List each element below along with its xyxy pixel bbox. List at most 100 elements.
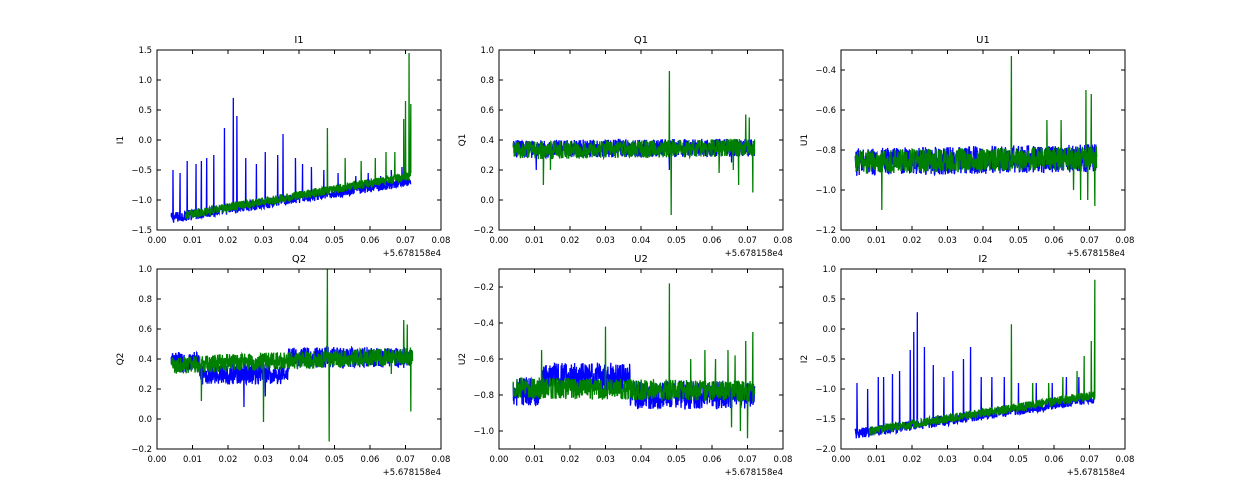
series-line-I2-1 [854,312,1096,439]
y-tick-label: 0.5 [138,106,152,116]
subplot-U2: 0.00 0.01 0.02 0.03 0.04 0.05 0.06 0.07 0.08 −1.0… [458,254,792,478]
y-tick-label: 0.8 [480,76,494,86]
y-tick-label: −0.6 [473,355,494,365]
x-tick-label: 0.08 [774,236,793,246]
y-tick-label: 0.8 [138,295,152,305]
x-tick-label: 0.00 [490,236,509,246]
x-tick-label: 0.07 [396,455,415,465]
x-tick-label: 0.07 [396,236,415,246]
x-tick-label: 0.08 [1116,236,1135,246]
x-offset-label: +5.678158e4 [383,249,441,259]
y-tick-label: −0.8 [815,146,836,156]
y-axis-label: U2 [458,353,468,365]
axes-frame [498,49,784,231]
x-tick-label: 0.07 [1080,236,1099,246]
subplot-U1: 0.00 0.01 0.02 0.03 0.04 0.05 0.06 0.07 0.08 −1.2… [800,35,1134,259]
subplot-I2: 0.00 0.01 0.02 0.03 0.04 0.05 0.06 0.07 0.08 −2.0… [800,254,1134,478]
y-tick-label: 1.5 [138,46,152,56]
x-tick-label: 0.01 [183,236,202,246]
subplot-Q2: 0.00 0.01 0.02 0.03 0.04 0.05 0.06 0.07 0.08 −0.2… [116,254,450,478]
series-line-U1-2 [854,55,1098,211]
x-tick-label: 0.02 [903,236,922,246]
x-tick-label: 0.05 [325,455,344,465]
x-tick-label: 0.04 [290,236,309,246]
y-axis-label: I2 [800,355,810,363]
x-tick-label: 0.08 [432,455,451,465]
x-tick-label: 0.01 [525,236,544,246]
x-tick-label: 0.08 [432,236,451,246]
x-tick-label: 0.01 [867,236,886,246]
subplot-title: U1 [976,35,990,46]
x-tick-label: 0.05 [1009,236,1028,246]
x-tick-label: 0.00 [148,455,167,465]
y-tick-label: 0.0 [138,415,152,425]
x-tick-label: 0.00 [832,236,851,246]
y-tick-label: 0.2 [138,385,152,395]
x-tick-label: 0.05 [667,455,686,465]
y-tick-label: 1.0 [138,265,152,275]
x-offset-label: +5.678158e4 [725,249,783,259]
series-line-I1-2 [184,52,412,219]
y-tick-label: −1.5 [815,415,836,425]
x-tick-label: 0.01 [525,455,544,465]
x-tick-label: 0.04 [632,236,651,246]
x-tick-label: 0.08 [774,455,793,465]
y-tick-label: 0.4 [480,136,494,146]
y-tick-label: −0.8 [473,391,494,401]
subplot-title: Q1 [634,35,648,46]
x-tick-label: 0.07 [1080,455,1099,465]
x-tick-label: 0.07 [738,236,757,246]
y-tick-label: −0.2 [473,226,494,236]
x-tick-label: 0.06 [703,455,722,465]
x-tick-label: 0.04 [974,236,993,246]
y-tick-label: 0.0 [480,196,494,206]
y-tick-label: 0.4 [138,355,152,365]
y-tick-label: 1.0 [480,46,494,56]
y-tick-label: −0.4 [815,66,836,76]
series-line-U2-2 [512,283,756,439]
x-tick-label: 0.04 [290,455,309,465]
x-tick-label: 0.07 [738,455,757,465]
x-tick-label: 0.01 [183,455,202,465]
y-tick-label: −0.4 [473,319,494,329]
x-tick-label: 0.06 [1045,455,1064,465]
x-tick-label: 0.08 [1116,455,1135,465]
y-tick-label: −0.5 [131,166,152,176]
x-tick-label: 0.00 [832,455,851,465]
y-tick-label: −1.5 [131,226,152,236]
subplot-title: I2 [978,254,987,265]
series-line-Q1-2 [512,70,756,216]
x-tick-label: 0.04 [974,455,993,465]
y-axis-label: Q2 [116,353,126,366]
series-line-Q2-2 [170,269,414,442]
subplot-title: Q2 [292,254,306,265]
y-tick-label: −0.5 [815,355,836,365]
x-tick-label: 0.06 [361,236,380,246]
subplot-title: I1 [294,35,303,46]
subplot-I1: 0.00 0.01 0.02 0.03 0.04 0.05 0.06 0.07 0.08 −1.5… [116,35,450,259]
y-tick-label: −1.2 [815,226,836,236]
axes-frame [840,49,1126,231]
y-tick-label: 0.6 [480,106,494,116]
y-tick-label: −1.0 [815,186,836,196]
x-tick-label: 0.03 [254,236,273,246]
x-offset-label: +5.678158e4 [1067,249,1125,259]
x-offset-label: +5.678158e4 [725,468,783,478]
y-tick-label: −0.2 [473,283,494,293]
x-tick-label: 0.06 [361,455,380,465]
x-tick-label: 0.03 [938,236,957,246]
x-tick-label: 0.03 [596,236,615,246]
x-tick-label: 0.02 [903,455,922,465]
series-line-I2-2 [868,279,1096,437]
x-tick-label: 0.02 [219,236,238,246]
x-tick-label: 0.05 [325,236,344,246]
y-tick-label: −1.0 [131,196,152,206]
x-tick-label: 0.01 [867,455,886,465]
x-tick-label: 0.02 [561,236,580,246]
x-tick-label: 0.02 [561,455,580,465]
y-tick-label: 0.6 [138,325,152,335]
x-offset-label: +5.678158e4 [383,468,441,478]
y-tick-label: −2.0 [815,445,836,455]
y-axis-label: U1 [800,134,810,146]
